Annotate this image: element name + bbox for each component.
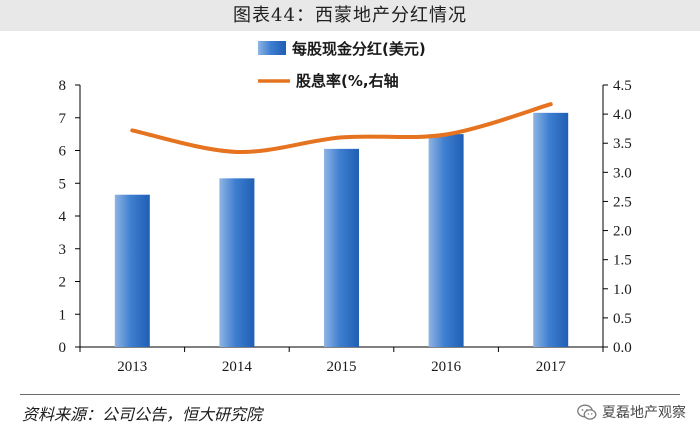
legend: 每股现金分红(美元) 股息率(%,右轴 xyxy=(258,40,426,90)
right-axis-ticks: 0.0 0.5 1.0 1.5 2.0 2.5 3.0 3.5 4.0 4.5 xyxy=(603,78,632,356)
legend-line-label: 股息率(%,右轴 xyxy=(296,72,399,90)
bar xyxy=(533,112,569,348)
right-tick-label: 2.5 xyxy=(613,194,632,210)
x-tick-label: 2016 xyxy=(431,359,462,375)
left-tick-label: 4 xyxy=(59,209,67,225)
x-tick-label: 2015 xyxy=(327,359,357,375)
right-tick-label: 4.0 xyxy=(613,107,632,123)
bar xyxy=(324,148,359,347)
right-tick-label: 1.0 xyxy=(613,282,632,298)
bar xyxy=(219,178,255,347)
left-tick-label: 5 xyxy=(59,176,67,192)
left-axis-ticks: 0 1 2 3 4 5 6 7 8 xyxy=(59,78,80,356)
left-tick-label: 0 xyxy=(59,340,67,356)
line-series xyxy=(130,102,553,154)
right-tick-label: 3.0 xyxy=(613,165,632,181)
x-axis-ticks: 2013 2014 2015 2016 2017 xyxy=(79,347,604,375)
right-tick-label: 2.0 xyxy=(613,224,632,240)
dividend-yield-line xyxy=(130,102,553,154)
left-tick-label: 3 xyxy=(59,242,67,258)
right-tick-label: 0.0 xyxy=(613,340,632,356)
bar xyxy=(428,134,464,347)
right-tick-label: 3.5 xyxy=(613,136,632,152)
bar xyxy=(114,194,150,347)
right-tick-label: 1.5 xyxy=(613,253,632,269)
left-tick-label: 1 xyxy=(59,307,67,323)
combo-chart: 每股现金分红(美元) 股息率(%,右轴 0 1 2 3 4 5 6 7 8 0.0 0.5 1.0 1… xyxy=(59,40,632,375)
left-tick-label: 2 xyxy=(59,275,67,291)
legend-bar-swatch xyxy=(258,41,286,55)
x-tick-label: 2017 xyxy=(536,359,567,375)
watermark: 夏磊地产观察 xyxy=(577,402,686,422)
legend-bar-label: 每股现金分红(美元) xyxy=(292,40,426,58)
bar-series xyxy=(114,112,569,348)
x-tick-label: 2014 xyxy=(222,359,253,375)
watermark-text: 夏磊地产观察 xyxy=(602,405,686,421)
left-tick-label: 8 xyxy=(59,78,67,94)
right-tick-label: 0.5 xyxy=(613,311,632,327)
left-tick-label: 6 xyxy=(59,144,67,160)
figure-title: 图表44：西蒙地产分红情况 xyxy=(0,0,700,31)
wechat-icon xyxy=(577,404,597,420)
x-tick-label: 2013 xyxy=(117,359,147,375)
right-tick-label: 4.5 xyxy=(613,78,632,94)
left-tick-label: 7 xyxy=(59,111,67,127)
source-note: 资料来源：公司公告，恒大研究院 xyxy=(22,405,263,424)
footer-divider xyxy=(20,394,680,395)
